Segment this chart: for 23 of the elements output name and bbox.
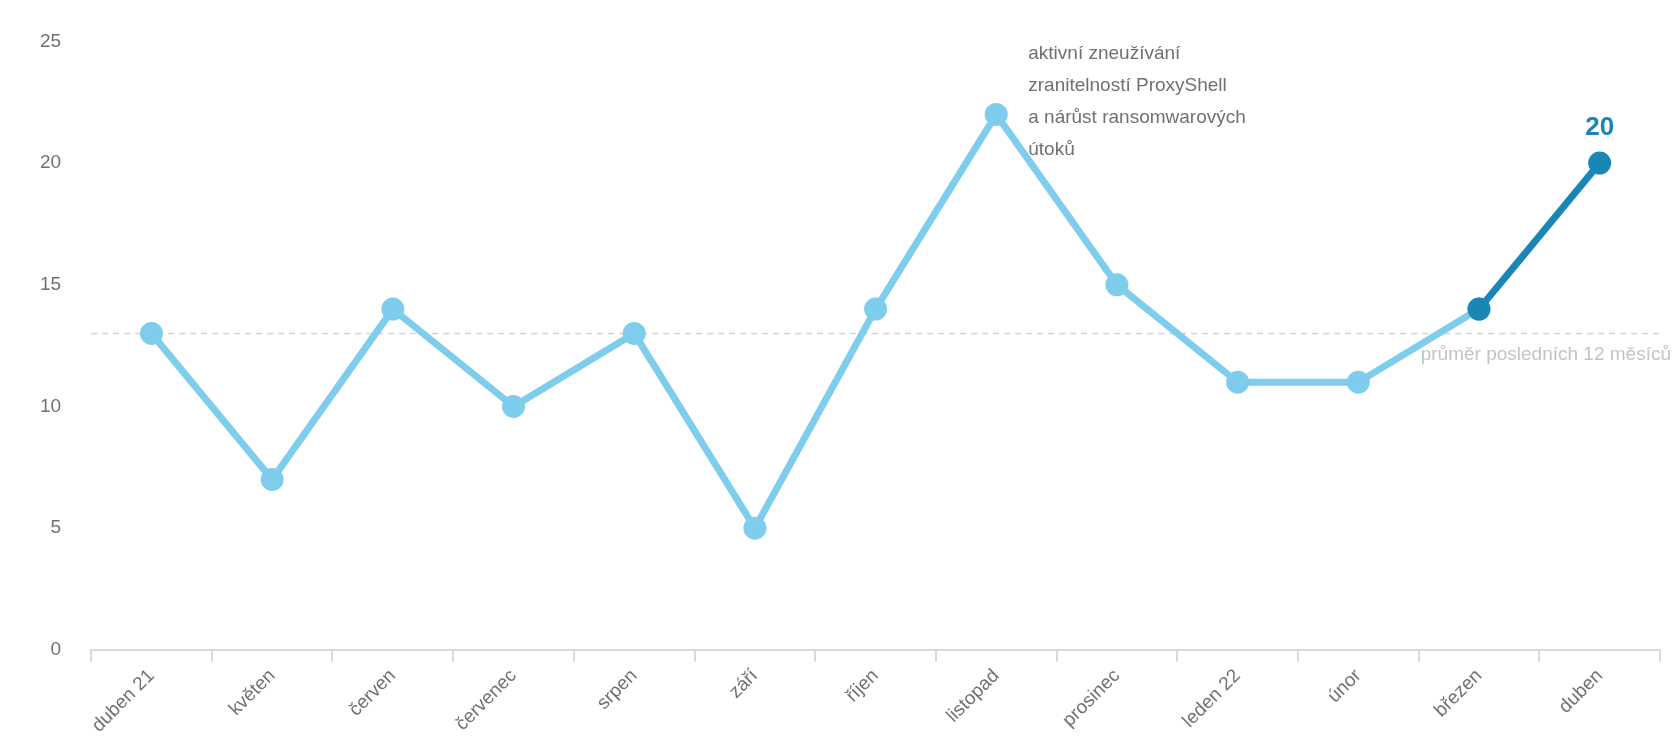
- point: [1105, 273, 1129, 297]
- y-tick-label: 20: [39, 151, 62, 173]
- point: [139, 321, 163, 345]
- point: [622, 321, 646, 345]
- ref-line-label: průměr posledních 12 měsíců: [1420, 343, 1671, 365]
- x-tick-label: říjen: [841, 664, 883, 706]
- point: [864, 297, 888, 321]
- y-tick-label: 15: [39, 273, 62, 295]
- point: [1226, 370, 1250, 394]
- x-tick-label: září: [724, 664, 762, 702]
- point: [260, 467, 284, 491]
- y-tick-label: 5: [50, 516, 62, 538]
- annotation: aktivní zneužívání zranitelností ProxyShell a nárůst ransomwarových útoků: [1028, 42, 1246, 160]
- point: [1346, 370, 1370, 394]
- point: [984, 102, 1008, 126]
- y-tick-label: 25: [39, 29, 62, 51]
- y-tick-label: 10: [39, 394, 62, 416]
- data-label: 20: [1585, 111, 1615, 142]
- point: [1588, 151, 1612, 175]
- y-tick-label: 0: [50, 638, 62, 660]
- point: [743, 516, 767, 540]
- point: [381, 297, 405, 321]
- point: [502, 394, 526, 418]
